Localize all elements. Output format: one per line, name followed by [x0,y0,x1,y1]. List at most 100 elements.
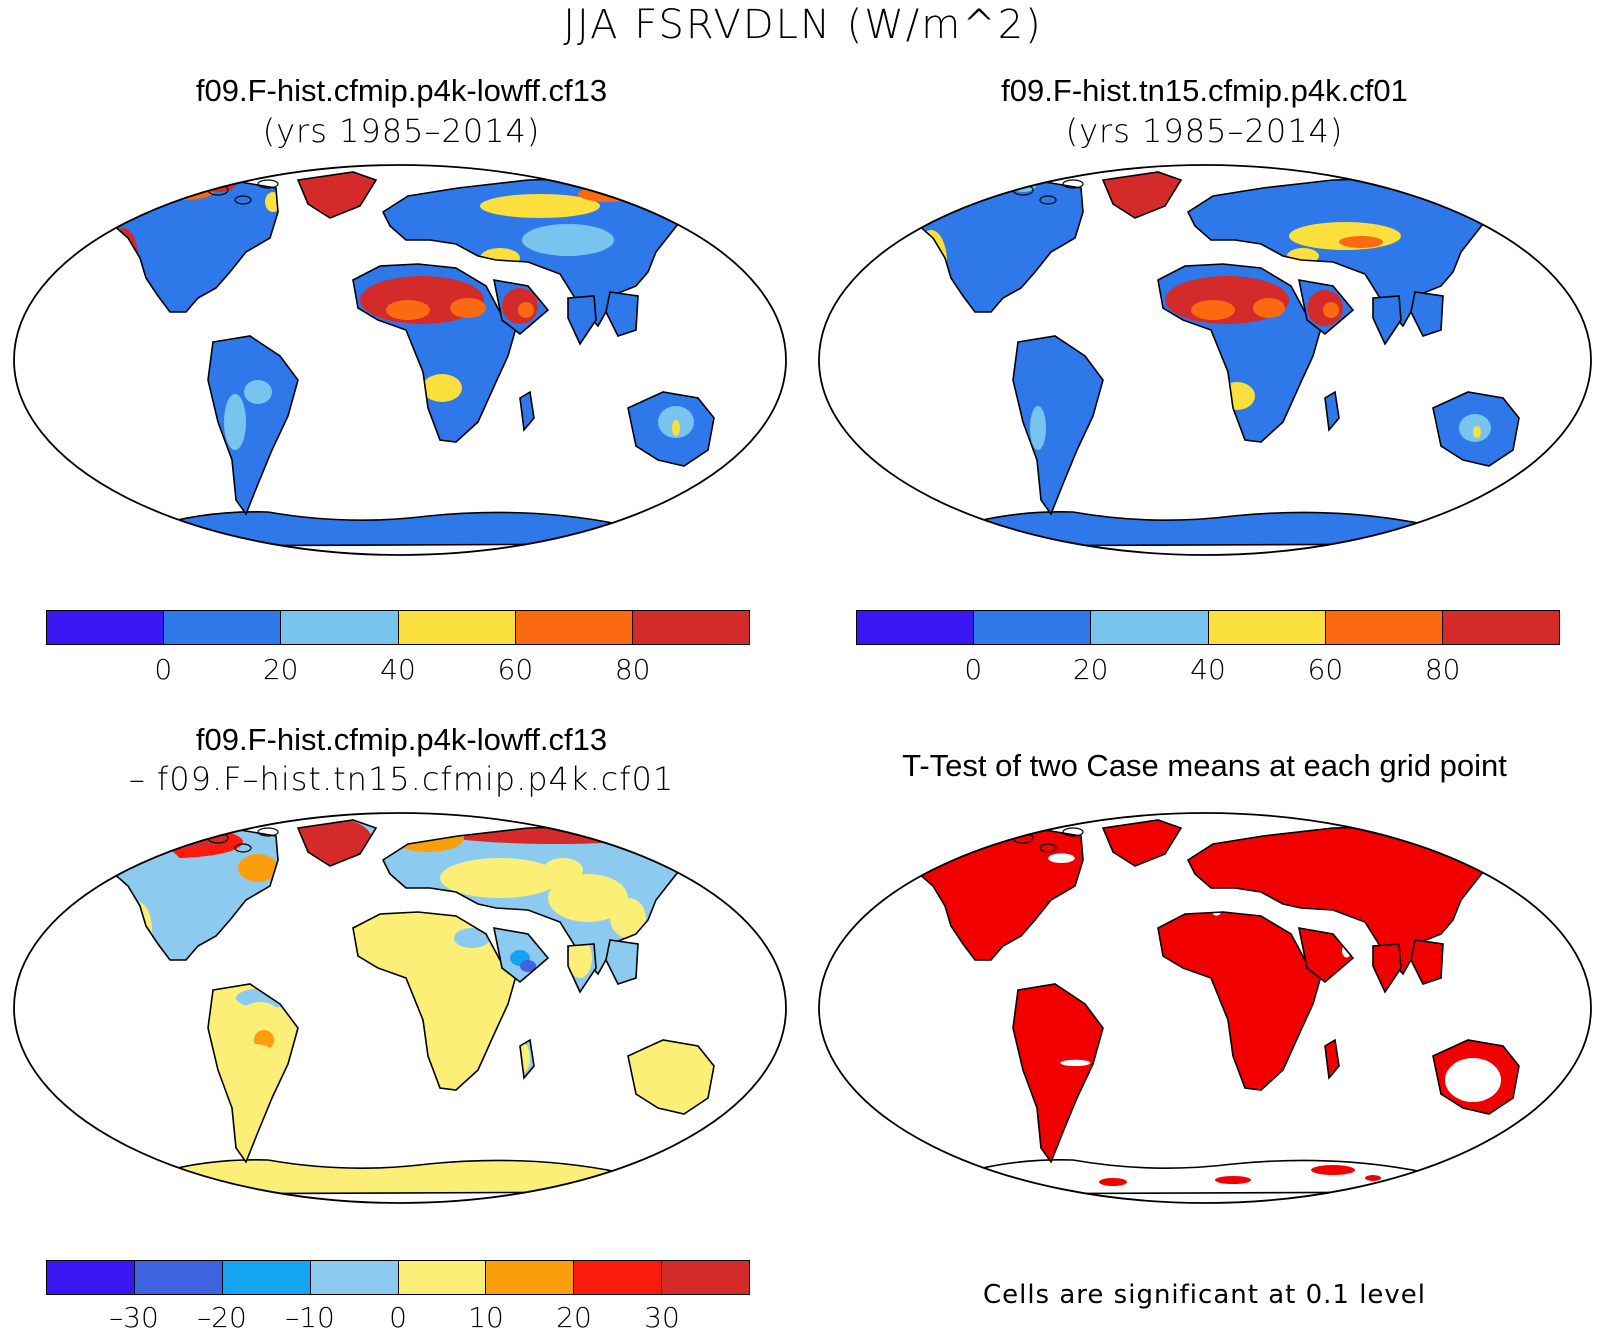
coastline-africa [352,911,517,1091]
coastline-arabia [492,927,550,984]
figure-title: JJA FSRVDLN (W/m^2) [563,2,1043,48]
coastline-seAsia [605,939,639,985]
colorbar-swatch [398,611,516,644]
colorbar-swatch [1442,611,1560,644]
colorbar-swatch [486,1261,575,1294]
coastline-australia [627,1039,715,1115]
coastline-madagascar [1324,1038,1340,1080]
colorbar-tick: –20 [197,1301,247,1334]
island-outline [257,179,279,189]
land-arabia [494,280,548,334]
colorbar-swatch [134,1261,223,1294]
colorbar-tick: 60 [1307,653,1344,686]
panel-subtitle-top-left: (yrs 1985–2014) [262,112,541,150]
colorbar-tick: 0 [389,1301,407,1334]
colorbar-swatch [632,611,750,644]
land-northAmerica [911,828,1083,960]
coastline-africa [1157,263,1322,443]
land-arabia [494,928,548,982]
coastline-africa [1157,911,1322,1091]
land-seAsia [1411,940,1443,984]
colorbar-swatch [662,1261,749,1294]
colorbar-tick: 0 [964,653,983,686]
colorbar-swatch [164,611,282,644]
colorbar-top-left [46,610,750,645]
coastline-southAmerica [207,983,299,1164]
land-eurasia [1188,178,1503,326]
colorbar-tick: 10 [468,1301,504,1334]
land-greenland [1103,172,1181,218]
coastline-seAsia [1410,939,1444,985]
colorbar-tick: –30 [109,1301,159,1334]
island-outline [1039,843,1057,853]
land-antarctica [128,511,628,546]
coastline-southAmerica [1012,983,1104,1164]
coastline-greenland [1101,819,1183,867]
island-outline [1062,179,1084,189]
coastline-seAsia [1410,291,1444,337]
coastline-madagascar [519,1038,535,1080]
coastline-seAsia [605,291,639,337]
colorbar-swatch [515,611,633,644]
world-map-abs-tn15 [818,164,1592,556]
island-outline [234,843,252,853]
coastline-antarctica [126,511,630,547]
map-bottom-right [813,808,1597,1213]
colorbar-swatch [310,1261,399,1294]
map-top-right [813,160,1597,565]
map-frame [818,812,1592,1204]
panel-title-top-left: f09.F-hist.cfmip.p4k-lowff.cf13 [195,73,608,108]
colorbar-tick: 0 [154,653,173,686]
land-greenland [298,820,376,866]
land-africa [1158,264,1321,442]
coastline-africa [352,263,517,443]
coastline-india [1372,295,1402,346]
land-eurasia [1188,826,1503,974]
colorbar-tick: 80 [1424,653,1461,686]
colorbar-swatch [857,611,975,644]
colorbar-tick: –10 [285,1301,335,1334]
colorbar-swatch [47,611,165,644]
colorbar-labels-top-left: 0 20 40 60 80 [46,653,750,687]
world-map-abs-lowff [13,164,787,556]
land-australia [1433,392,1519,466]
island-outline [257,827,279,837]
island-outline [1062,827,1084,837]
land-antarctica [128,1159,628,1194]
colorbar-swatch [47,1261,135,1294]
coastline-australia [1432,391,1520,467]
coastline-india [1372,943,1402,994]
panel-title-top-right: f09.F-hist.tn15.cfmip.p4k.cf01 [1001,73,1408,108]
land-antarctica [933,1159,1433,1194]
panel-subtitle-top-right: (yrs 1985–2014) [1065,112,1344,150]
land-greenland [298,172,376,218]
colorbar-swatch [281,611,399,644]
coastline-india [567,295,597,346]
colorbar-tick: 40 [380,653,416,686]
coastline-greenland [296,171,378,219]
coastline-southAmerica [207,335,299,516]
colorbar-swatch [398,1261,487,1294]
island-outline [1039,195,1057,205]
land-australia [1433,1040,1519,1114]
coastline-antarctica [931,511,1435,547]
land-australia [628,1040,714,1114]
coastline-southAmerica [1012,335,1104,516]
map-top-left [8,160,792,565]
land-seAsia [606,940,638,984]
coastline-arabia [492,279,550,336]
map-bottom-left [8,808,792,1213]
coastline-antarctica [931,1159,1435,1195]
land-australia [628,392,714,466]
coastline-madagascar [1324,390,1340,432]
land-india [1373,296,1401,344]
colorbar-swatch [222,1261,311,1294]
coastline-antarctica [126,1159,630,1195]
panel-title-bottom-right: T-Test of two Case means at each grid po… [902,748,1507,783]
colorbar-swatch [574,1261,663,1294]
land-seAsia [606,292,638,336]
colorbar-swatch [1208,611,1326,644]
coastline-greenland [296,819,378,867]
coastline-madagascar [519,390,535,432]
land-africa [353,264,516,442]
